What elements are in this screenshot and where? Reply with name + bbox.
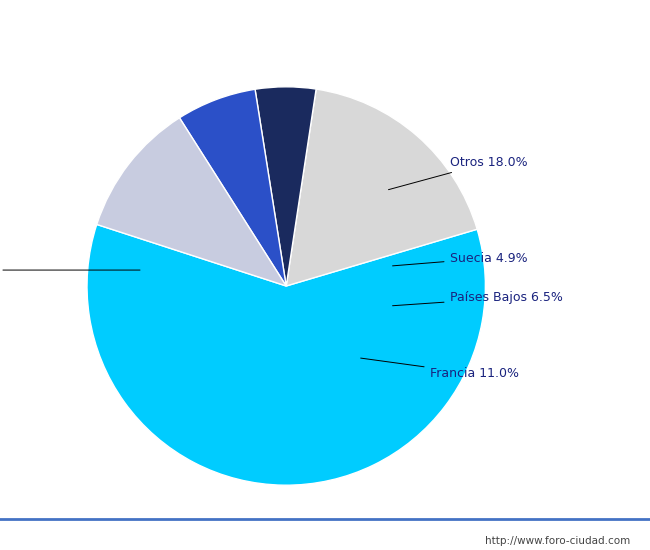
Wedge shape <box>179 89 286 286</box>
Text: Países Bajos 6.5%: Países Bajos 6.5% <box>393 292 562 306</box>
Text: Portugal 59.6%: Portugal 59.6% <box>0 263 140 277</box>
Text: Suecia 4.9%: Suecia 4.9% <box>393 251 527 266</box>
Text: Zarza la Mayor - Turistas extranjeros según país - Abril de 2024: Zarza la Mayor - Turistas extranjeros se… <box>83 21 567 37</box>
Text: Francia 11.0%: Francia 11.0% <box>361 358 519 380</box>
Text: http://www.foro-ciudad.com: http://www.foro-ciudad.com <box>486 536 630 546</box>
Wedge shape <box>255 87 316 286</box>
Wedge shape <box>97 118 286 286</box>
Text: Otros 18.0%: Otros 18.0% <box>389 156 527 190</box>
Wedge shape <box>286 89 477 286</box>
Wedge shape <box>87 224 486 485</box>
